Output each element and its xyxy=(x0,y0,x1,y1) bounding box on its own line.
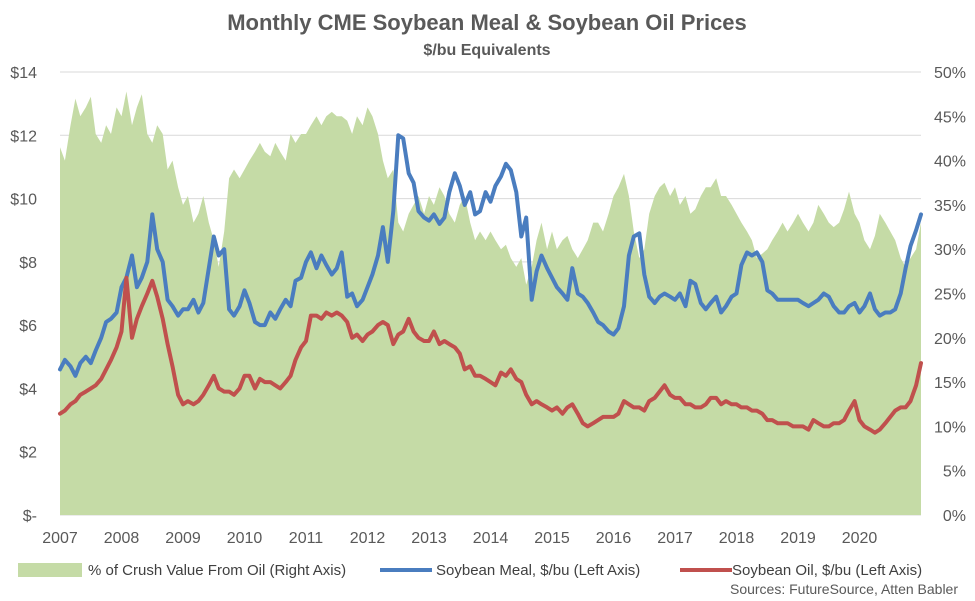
legend-label-soybean-meal: Soybean Meal, $/bu (Left Axis) xyxy=(436,562,640,579)
chart-title: Monthly CME Soybean Meal & Soybean Oil P… xyxy=(227,10,747,35)
right-tick-label: 15% xyxy=(934,375,966,392)
chart-subtitle: $/bu Equivalents xyxy=(423,42,550,59)
area-series-layer xyxy=(60,91,921,515)
right-tick-label: 30% xyxy=(934,242,966,259)
left-tick-label: $2 xyxy=(19,445,37,462)
x-tick-label: 2020 xyxy=(842,530,878,547)
x-tick-label: 2007 xyxy=(42,530,78,547)
right-tick-label: 40% xyxy=(934,154,966,171)
source-note: Sources: FutureSource, Atten Babler xyxy=(730,581,958,597)
left-tick-label: $12 xyxy=(10,128,37,145)
left-tick-label: $14 xyxy=(10,65,37,82)
legend: % of Crush Value From Oil (Right Axis) S… xyxy=(18,562,922,579)
legend-swatch-crush-share xyxy=(18,563,82,577)
x-tick-label: 2017 xyxy=(657,530,693,547)
x-tick-label: 2013 xyxy=(411,530,447,547)
x-tick-label: 2019 xyxy=(780,530,816,547)
right-tick-label: 10% xyxy=(934,419,966,436)
legend-label-crush-share: % of Crush Value From Oil (Right Axis) xyxy=(88,562,346,579)
right-tick-label: 35% xyxy=(934,198,966,215)
line-series-layer xyxy=(58,133,923,435)
x-tick-label: 2011 xyxy=(289,530,324,547)
right-tick-label: 25% xyxy=(934,287,966,304)
x-axis-ticks: 2007 2008 2009 2010 2011 2012 2013 2014 2015 2016… xyxy=(42,530,877,547)
x-tick-label: 2010 xyxy=(227,530,263,547)
left-tick-label: $6 xyxy=(19,318,37,335)
right-tick-label: 0% xyxy=(943,508,966,525)
area-series-crush-share xyxy=(60,91,921,515)
left-tick-label: $8 xyxy=(19,255,37,272)
right-tick-label: 45% xyxy=(934,109,966,126)
legend-label-soybean-oil: Soybean Oil, $/bu (Left Axis) xyxy=(732,562,922,579)
x-tick-label: 2008 xyxy=(104,530,140,547)
right-tick-label: 5% xyxy=(943,464,966,481)
line-series-soybean-oil xyxy=(58,275,923,435)
x-tick-label: 2009 xyxy=(165,530,201,547)
left-tick-label: $- xyxy=(23,508,37,525)
right-tick-label: 20% xyxy=(934,331,966,348)
x-tick-label: 2012 xyxy=(350,530,386,547)
x-tick-label: 2018 xyxy=(719,530,755,547)
x-tick-label: 2015 xyxy=(534,530,570,547)
left-axis-ticks: $- $2 $4 $6 $8 $10 $12 $14 xyxy=(10,65,37,525)
x-tick-label: 2016 xyxy=(596,530,632,547)
right-axis-ticks: 0% 5% 10% 15% 20% 25% 30% 35% 40% 45% 50% xyxy=(934,65,966,525)
line-series-soybean-meal xyxy=(58,133,923,378)
left-tick-label: $4 xyxy=(19,381,37,398)
right-tick-label: 50% xyxy=(934,65,966,82)
x-tick-label: 2014 xyxy=(473,530,509,547)
left-tick-label: $10 xyxy=(10,192,37,209)
